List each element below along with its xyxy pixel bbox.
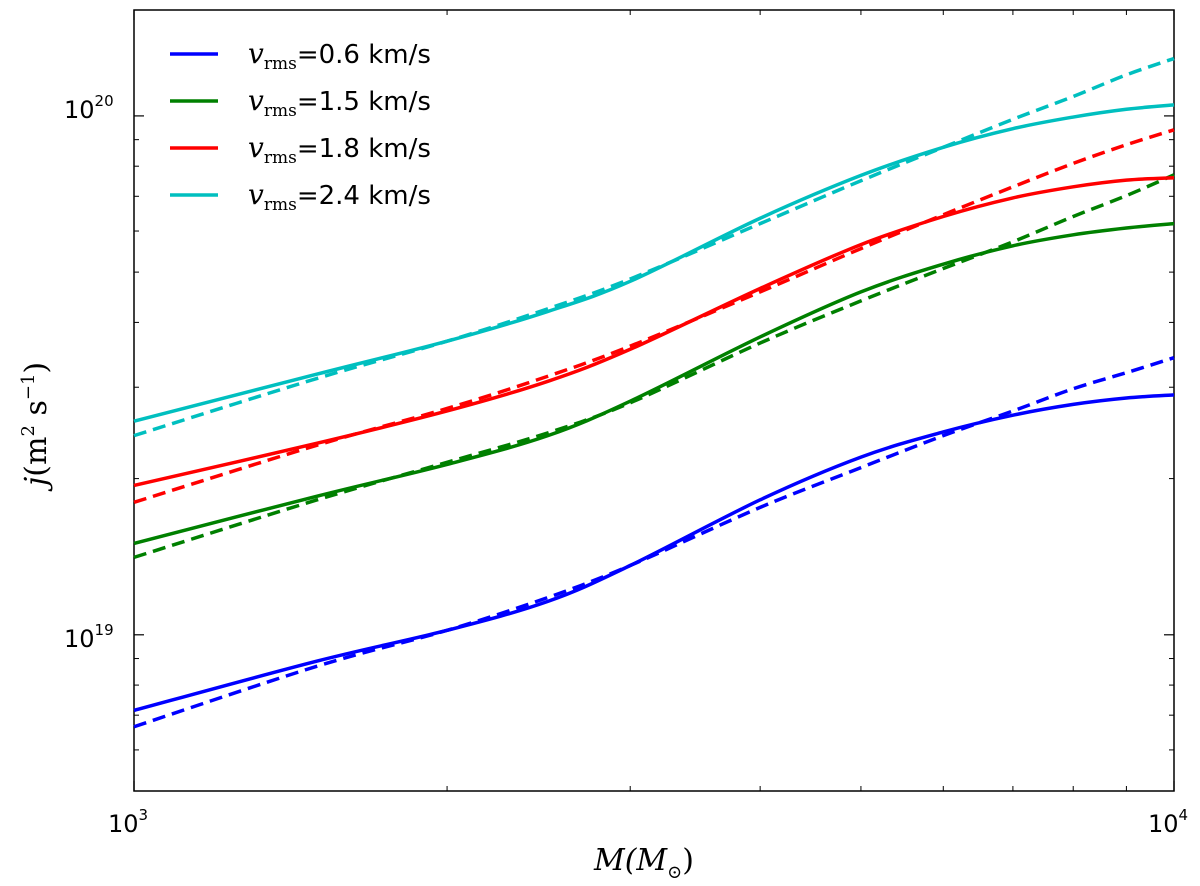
series-solid-line-2 — [133, 176, 1175, 488]
series-layer — [133, 56, 1175, 729]
x-tick-label-10000: 104 — [1148, 806, 1188, 838]
legend-label-3: vrms=2.4 km/s — [248, 178, 431, 215]
legend-value-0: =0.6 km/s — [297, 40, 431, 70]
y-tick-label-1e20: 1020 — [64, 92, 114, 124]
x-axis-label-close: ) — [682, 843, 694, 878]
legend-value-3: =2.4 km/s — [297, 181, 431, 211]
y-axis-label-s: s — [19, 400, 54, 425]
x-tick-base-1000: 10 — [108, 810, 139, 838]
legend-sub-3: rms — [264, 195, 297, 215]
x-axis-label-main: M — [593, 843, 626, 878]
legend-label-1: vrms=1.5 km/s — [248, 84, 431, 121]
legend-sub-0: rms — [264, 54, 297, 74]
legend-value-2: =1.8 km/s — [297, 134, 431, 164]
y-axis-label-close: ) — [19, 362, 54, 374]
x-tick-exp-1000: 3 — [139, 806, 149, 824]
y-axis-label-exp: −1 — [18, 374, 39, 401]
x-axis-label-sub: ⊙ — [667, 862, 682, 883]
tick-layer — [133, 10, 1175, 791]
series-solid-line-0 — [133, 393, 1175, 713]
y-axis-label-main: j — [19, 477, 54, 492]
series-solid-line-1 — [133, 221, 1175, 546]
series-dashed-line-0 — [133, 356, 1175, 729]
legend-sub-1: rms — [264, 101, 297, 121]
legend-label-0: vrms=0.6 km/s — [248, 37, 431, 74]
legend-var-3: v — [248, 178, 264, 211]
legend-var-0: v — [248, 37, 264, 70]
y-axis-label: j(m2 s−1) — [18, 362, 54, 492]
plot-area — [133, 9, 1175, 792]
y-tick-label-1e19: 1019 — [64, 621, 114, 653]
x-tick-label-1000: 103 — [108, 806, 148, 838]
x-axis-label: M(M⊙) — [593, 843, 694, 883]
y-axis-label-sq: 2 — [18, 425, 39, 436]
legend: vrms=0.6 km/s vrms=1.5 km/s vrms=1.8 km/… — [170, 37, 431, 215]
series-solid-line-3 — [133, 103, 1175, 423]
y-axis-label-unit: (m — [19, 437, 54, 477]
x-tick-exp-10000: 4 — [1179, 806, 1189, 824]
x-tick-base-10000: 10 — [1148, 810, 1179, 838]
legend-var-1: v — [248, 84, 264, 117]
y-tick-base-1e20: 10 — [64, 96, 95, 124]
legend-value-1: =1.5 km/s — [297, 87, 431, 117]
legend-label-2: vrms=1.8 km/s — [248, 131, 431, 168]
legend-var-2: v — [248, 131, 264, 164]
legend-sub-2: rms — [264, 148, 297, 168]
y-tick-exp-1e19: 19 — [95, 621, 114, 639]
y-tick-base-1e19: 10 — [64, 625, 95, 653]
x-axis-label-paren: (M — [625, 843, 669, 878]
y-tick-exp-1e20: 20 — [95, 92, 114, 110]
